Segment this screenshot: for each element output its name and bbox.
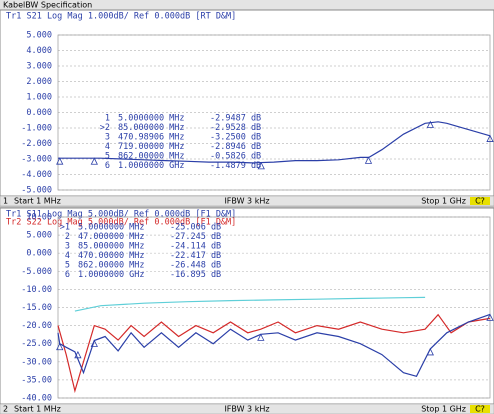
marker-frequency: 47.000000 MHz [78,232,145,242]
y-tick-label: 4.000 [26,46,52,56]
y-tick-label: -2.000 [21,139,52,149]
y-tick-label: 3.000 [26,62,52,72]
y-tick-label: -25.00 [21,339,52,349]
marker-number: 4 [65,251,70,261]
marker-number: 5 [105,152,110,162]
marker [56,157,64,165]
cal-badge [470,197,490,205]
y-tick-label: -30.00 [21,357,52,367]
marker [90,157,98,165]
trace-line [74,296,426,312]
y-tick-label: -1.000 [21,124,52,134]
marker-frequency: 470.98906 MHz [118,133,185,143]
trace-line [57,313,491,394]
marker-value: -22.417 dB [170,251,221,261]
status-channel: 2 [3,405,8,414]
marker-number: >2 [100,123,110,133]
marker-frequency: 1.0000000 GHz [118,161,185,171]
marker-value: -24.114 dB [170,242,221,252]
cal-badge [470,405,490,413]
marker [486,313,494,321]
y-tick-label: -40.00 [21,394,52,404]
marker-value: -0.5826 dB [210,152,261,162]
marker-value: -2.9487 dB [210,114,261,124]
status-cal: C? [475,405,485,414]
y-tick-label: -15.00 [21,303,52,313]
marker-value: -25.006 dB [170,223,221,233]
marker-value: -2.8946 dB [210,142,261,152]
trace-line [57,313,491,378]
marker-frequency: 470.00000 MHz [78,251,145,261]
marker [364,156,373,164]
y-tick-label: -10.00 [21,285,52,295]
marker [257,333,265,341]
marker-frequency: 5.0000000 MHz [118,114,185,124]
title-bar [0,0,494,10]
marker-number: 3 [65,242,70,252]
status-bar [0,195,494,207]
status-cal: C? [475,197,485,206]
marker-value: -16.895 dB [170,270,221,280]
marker-number: >1 [60,223,70,233]
y-tick-label: 2.000 [26,77,52,87]
marker [426,348,434,356]
status-ifbw: IFBW 3 kHz [224,405,269,414]
status-start: Start 1 MHz [14,405,61,414]
marker-value: -2.9528 dB [210,123,261,133]
marker-number: 1 [105,114,110,124]
y-tick-label: -4.000 [21,170,52,180]
marker-number: 6 [65,270,70,280]
marker-number: 3 [105,133,110,143]
trace-header: Tr1 S21 Log Mag 1.000dB/ Ref 0.000dB [RT… [6,12,236,22]
marker-value: -3.2500 dB [210,133,261,143]
marker [257,161,265,170]
marker-number: 5 [65,261,70,271]
y-tick-label: -5.000 [21,267,52,277]
y-tick-label: 1.000 [26,93,52,103]
marker-value: -27.245 dB [170,232,221,242]
panel [0,207,494,405]
marker-value: -1.4879 dB [210,161,261,171]
status-ifbw: IFBW 3 kHz [224,197,269,206]
y-tick-label: 10.00 [26,213,52,223]
window-title: KabelBW Specification [3,1,92,10]
marker-number: 4 [105,142,110,152]
y-tick-label: 0.000 [26,108,52,118]
status-stop: Stop 1 GHz [421,405,466,414]
y-tick-label: -3.000 [21,155,52,165]
marker-frequency: 85.000000 MHz [78,242,145,252]
panel [0,9,494,197]
marker-frequency: 85.000000 MHz [118,123,185,133]
marker-number: 2 [65,232,70,242]
trace-header: Tr2 S22 Log Mag 5.000dB/ Ref 0.000dB [F1… [6,218,236,228]
marker [90,339,98,347]
plot-frame [57,34,491,191]
y-tick-label: 5.000 [26,231,52,241]
marker-frequency: 5.0000000 MHz [78,223,145,233]
plot-frame [57,216,491,399]
marker-frequency: 862.00000 MHz [78,261,145,271]
trace-header: Tr1 S11 Log Mag 5.000dB/ Ref 0.000dB [F1… [6,210,236,220]
marker [486,134,494,142]
marker [74,350,82,359]
y-tick-label: 5.000 [26,31,52,41]
marker-frequency: 719.00000 MHz [118,142,185,152]
y-tick-label: 0.000 [26,249,52,259]
y-tick-label: -20.00 [21,321,52,331]
y-tick-label: -5.000 [21,186,52,196]
marker [56,342,64,351]
status-bar [0,403,494,414]
marker-frequency: 862.00000 MHz [118,152,185,162]
status-start: Start 1 MHz [14,197,61,206]
status-stop: Stop 1 GHz [421,197,466,206]
status-channel: 1 [3,197,8,206]
marker-number: 6 [105,161,110,171]
y-tick-label: -35.00 [21,375,52,385]
marker-frequency: 1.0000000 GHz [78,270,145,280]
marker-value: -26.448 dB [170,261,221,271]
marker [426,120,434,128]
